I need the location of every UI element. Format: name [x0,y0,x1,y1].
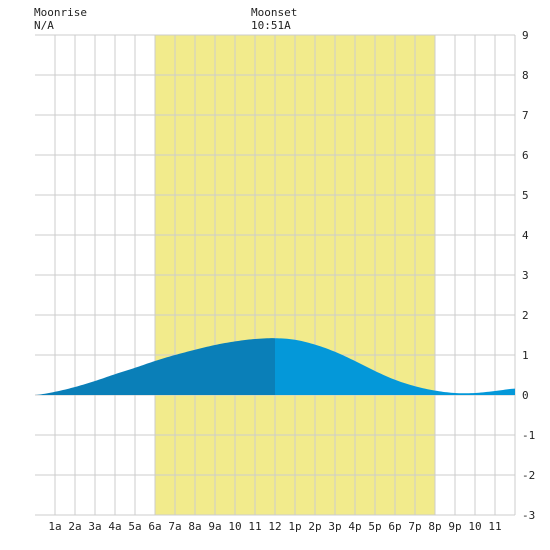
x-tick-label: 4p [348,520,361,533]
x-tick-label: 1p [288,520,301,533]
moonset-label: Moonset [251,6,298,19]
y-tick-label: 1 [522,349,529,362]
x-tick-label: 7a [168,520,181,533]
x-tick-label: 8a [188,520,201,533]
y-tick-label: -2 [522,469,535,482]
moonset-time: 10:51A [251,19,291,32]
x-tick-label: 11 [488,520,501,533]
y-tick-label: 8 [522,69,529,82]
x-tick-label: 5a [128,520,141,533]
x-tick-label: 11 [248,520,261,533]
x-axis-ticks: 1a 2a 3a 4a 5a 6a 7a 8a 9a 10 11 12 1p 2p 3p 4p 5p 6p 7p 8p… [48,520,501,533]
moonrise-label: Moonrise [34,6,87,19]
x-tick-label: 7p [408,520,421,533]
x-tick-label: 6a [148,520,161,533]
y-tick-label: -3 [522,509,535,522]
moonrise-time: N/A [34,19,54,32]
tide-area-before-noon [35,338,275,395]
moonset-info: Moonset 10:51A [251,6,297,32]
x-tick-label: 2p [308,520,321,533]
x-tick-label: 9a [208,520,221,533]
tide-layer [35,338,515,395]
y-tick-label: -1 [522,429,535,442]
y-tick-label: 5 [522,189,529,202]
x-tick-label: 12 [268,520,281,533]
x-tick-label: 1a [48,520,61,533]
x-tick-label: 6p [388,520,401,533]
y-tick-label: 9 [522,29,529,42]
x-tick-label: 8p [428,520,441,533]
x-tick-label: 5p [368,520,381,533]
x-tick-label: 3a [88,520,101,533]
x-tick-label: 3p [328,520,341,533]
moonrise-info: Moonrise N/A [34,6,87,32]
x-tick-label: 10 [228,520,241,533]
y-axis-ticks: -3 -2 -1 0 1 2 3 4 5 6 7 8 9 [522,29,535,522]
y-tick-label: 0 [522,389,529,402]
y-tick-label: 3 [522,269,529,282]
y-tick-label: 4 [522,229,529,242]
tide-area-after-noon [275,338,515,395]
y-tick-label: 2 [522,309,529,322]
x-tick-label: 9p [448,520,461,533]
x-tick-label: 10 [468,520,481,533]
x-tick-label: 4a [108,520,121,533]
y-tick-label: 6 [522,149,529,162]
y-tick-label: 7 [522,109,529,122]
x-tick-label: 2a [68,520,81,533]
